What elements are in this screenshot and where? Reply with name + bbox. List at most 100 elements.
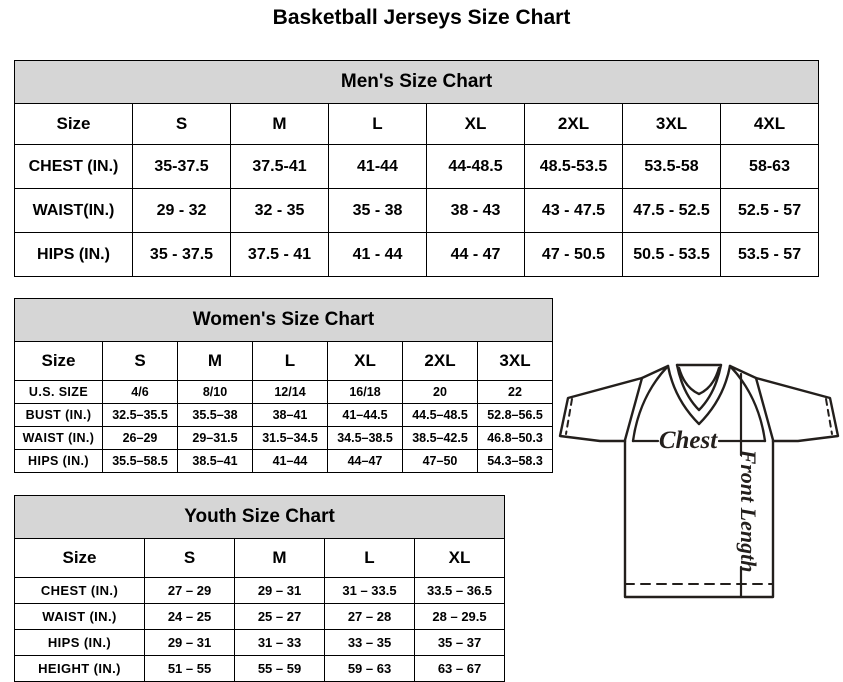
column-header-4xl: 4XL xyxy=(719,103,820,145)
row-label: HIPS (IN.) xyxy=(14,449,103,473)
table-cell: 38–41 xyxy=(252,403,328,427)
table-cell: 31 – 33.5 xyxy=(324,577,415,604)
table-cell: 58-63 xyxy=(719,144,820,189)
table-banner-row: Youth Size Chart xyxy=(13,495,506,539)
table-cell: 31.5–34.5 xyxy=(252,426,328,450)
table-header-row: Size S M L XL 2XL 3XL xyxy=(14,341,553,381)
table-header-row: Size S M L XL 2XL 3XL 4XL xyxy=(14,103,820,145)
row-label: U.S. SIZE xyxy=(14,380,103,404)
table-cell: 44–47 xyxy=(327,449,403,473)
table-cell: 35 - 37.5 xyxy=(132,232,231,277)
table-cell: 12/14 xyxy=(252,380,328,404)
table-row: HEIGHT (IN.) 51 – 55 55 – 59 59 – 63 63 … xyxy=(14,655,506,682)
table-cell: 35.5–38 xyxy=(177,403,253,427)
chest-label: Chest xyxy=(659,427,718,454)
table-cell: 27 – 29 xyxy=(144,577,235,604)
table-cell: 43 - 47.5 xyxy=(524,188,623,233)
table-cell: 29 - 32 xyxy=(132,188,231,233)
table-header-row: Size S M L XL xyxy=(14,538,506,578)
table-row: HIPS (IN.) 35.5–58.5 38.5–41 41–44 44–47… xyxy=(14,449,553,473)
table-banner-row: Women's Size Chart xyxy=(14,298,553,342)
row-label: HIPS (IN.) xyxy=(14,232,133,277)
jersey-left-armhole xyxy=(631,364,670,443)
table-cell: 33.5 – 36.5 xyxy=(413,577,506,604)
jersey-illustration: Chest Front Length xyxy=(555,352,843,642)
table-cell: 16/18 xyxy=(327,380,403,404)
table-cell: 44-48.5 xyxy=(426,144,525,189)
front-length-label: Front Length xyxy=(736,449,761,573)
table-cell: 35.5–58.5 xyxy=(102,449,178,473)
jersey-right-sleeve-hem-dashed xyxy=(825,398,833,435)
column-header-xl: XL xyxy=(426,103,525,145)
column-header-s: S xyxy=(102,341,178,381)
table-cell: 51 – 55 xyxy=(144,655,235,682)
youth-banner-title: Youth Size Chart xyxy=(13,495,506,539)
column-header-s: S xyxy=(144,538,235,578)
column-header-m: M xyxy=(230,103,329,145)
table-cell: 8/10 xyxy=(177,380,253,404)
table-cell: 27 – 28 xyxy=(324,603,415,630)
womens-banner-title: Women's Size Chart xyxy=(14,298,553,342)
table-cell: 52.5 - 57 xyxy=(719,188,820,233)
column-header-size: Size xyxy=(14,341,103,381)
youth-size-chart-table: Youth Size Chart Size S M L XL CHEST (IN… xyxy=(13,495,506,682)
jersey-svg: Chest Front Length xyxy=(558,363,840,599)
column-header-l: L xyxy=(328,103,427,145)
jersey-right-shoulder xyxy=(728,364,775,443)
table-row: WAIST(IN.) 29 - 32 32 - 35 35 - 38 38 - … xyxy=(14,188,820,233)
column-header-2xl: 2XL xyxy=(524,103,623,145)
row-label: HEIGHT (IN.) xyxy=(14,655,145,682)
column-header-m: M xyxy=(234,538,325,578)
table-row: CHEST (IN.) 35-37.5 37.5-41 41-44 44-48.… xyxy=(14,144,820,189)
table-cell: 25 – 27 xyxy=(234,603,325,630)
table-cell: 29 – 31 xyxy=(144,629,235,656)
table-cell: 47.5 - 52.5 xyxy=(622,188,721,233)
table-row: WAIST (IN.) 24 – 25 25 – 27 27 – 28 28 –… xyxy=(14,603,506,630)
table-cell: 34.5–38.5 xyxy=(327,426,403,450)
column-header-size: Size xyxy=(14,103,133,145)
table-cell: 35-37.5 xyxy=(132,144,231,189)
column-header-xl: XL xyxy=(413,538,506,578)
table-cell: 44 - 47 xyxy=(426,232,525,277)
row-label: WAIST(IN.) xyxy=(14,188,133,233)
table-cell: 48.5-53.5 xyxy=(524,144,623,189)
jersey-vneck-inner xyxy=(675,363,723,412)
womens-size-chart-table: Women's Size Chart Size S M L XL 2XL 3XL… xyxy=(14,298,553,473)
table-cell: 54.3–58.3 xyxy=(477,449,553,473)
row-label: WAIST (IN.) xyxy=(14,603,145,630)
table-cell: 41-44 xyxy=(328,144,427,189)
table-cell: 50.5 - 53.5 xyxy=(622,232,721,277)
row-label: WAIST (IN.) xyxy=(14,426,103,450)
table-cell: 32 - 35 xyxy=(230,188,329,233)
table-cell: 47 - 50.5 xyxy=(524,232,623,277)
table-cell: 29 – 31 xyxy=(234,577,325,604)
jersey-right-armhole xyxy=(728,364,767,443)
table-row: WAIST (IN.) 26–29 29–31.5 31.5–34.5 34.5… xyxy=(14,426,553,450)
column-header-m: M xyxy=(177,341,253,381)
column-header-l: L xyxy=(324,538,415,578)
table-cell: 26–29 xyxy=(102,426,178,450)
row-label: CHEST (IN.) xyxy=(14,577,145,604)
table-cell: 35 – 37 xyxy=(413,629,506,656)
table-cell: 55 – 59 xyxy=(234,655,325,682)
jersey-body-outline xyxy=(623,439,775,599)
table-cell: 24 – 25 xyxy=(144,603,235,630)
column-header-3xl: 3XL xyxy=(622,103,721,145)
table-cell: 47–50 xyxy=(402,449,478,473)
column-header-size: Size xyxy=(14,538,145,578)
jersey-left-sleeve-hem-dashed xyxy=(565,398,573,435)
table-cell: 38.5–42.5 xyxy=(402,426,478,450)
jersey-right-sleeve xyxy=(754,376,840,443)
jersey-collar-curve xyxy=(677,366,721,396)
table-cell: 41 - 44 xyxy=(328,232,427,277)
column-header-s: S xyxy=(132,103,231,145)
table-cell: 29–31.5 xyxy=(177,426,253,450)
table-cell: 38 - 43 xyxy=(426,188,525,233)
table-cell: 44.5–48.5 xyxy=(402,403,478,427)
row-label: HIPS (IN.) xyxy=(14,629,145,656)
table-cell: 20 xyxy=(402,380,478,404)
jersey-left-sleeve xyxy=(558,376,644,443)
table-cell: 37.5-41 xyxy=(230,144,329,189)
table-cell: 41–44.5 xyxy=(327,403,403,427)
jersey-vneck-outer xyxy=(666,364,732,426)
